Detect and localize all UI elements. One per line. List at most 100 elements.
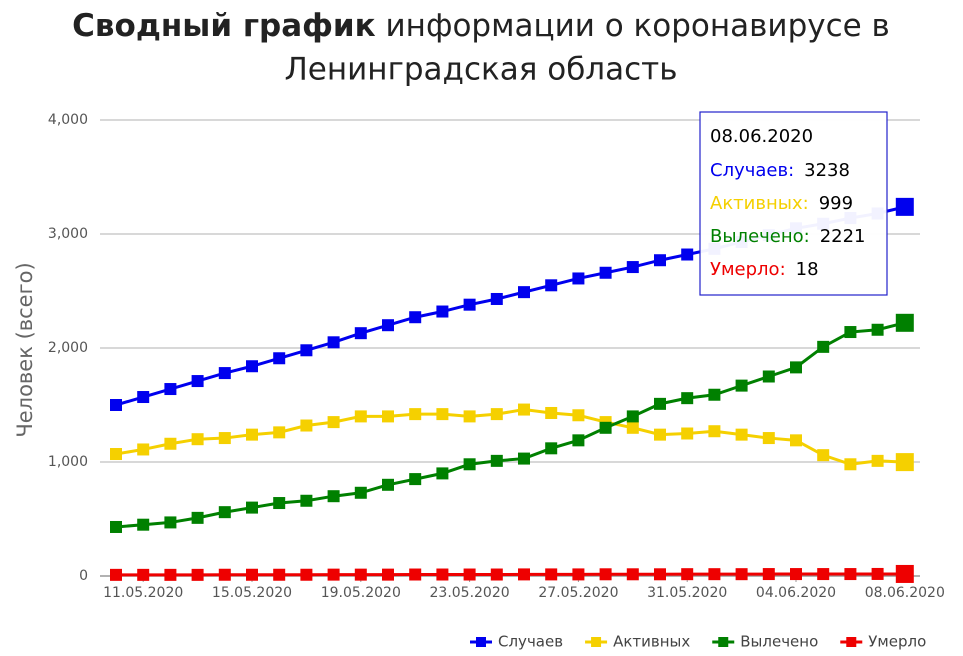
point <box>218 432 231 445</box>
point <box>654 428 666 441</box>
legend-label: Активных <box>613 633 690 651</box>
point <box>382 410 394 423</box>
point <box>871 454 884 467</box>
point <box>790 568 802 581</box>
point <box>409 473 422 486</box>
point <box>518 286 530 299</box>
legend-marker <box>591 637 602 647</box>
legend-marker <box>718 637 729 647</box>
point <box>545 279 558 292</box>
point <box>681 248 694 261</box>
tooltip-label: Случаев: <box>710 160 794 181</box>
chart-title: Сводный график информации о коронавирусе… <box>72 8 890 44</box>
x-tick-label: 15.05.2020 <box>212 585 292 601</box>
point <box>817 568 830 581</box>
title-bold: Сводный график <box>72 8 376 44</box>
point <box>436 408 449 421</box>
y-tick-label: 4,000 <box>48 112 88 128</box>
point <box>681 568 694 581</box>
point <box>300 494 313 507</box>
point <box>273 568 286 581</box>
point <box>626 261 639 274</box>
point <box>327 336 340 349</box>
point <box>626 410 639 423</box>
point <box>273 426 286 439</box>
point <box>463 458 476 471</box>
point <box>844 568 857 581</box>
point <box>572 434 585 447</box>
point <box>518 568 530 581</box>
point <box>300 568 313 581</box>
x-tick-label: 11.05.2020 <box>103 585 183 601</box>
point <box>327 416 340 429</box>
point <box>463 298 476 311</box>
point <box>382 568 394 581</box>
tooltip-value: 18 <box>796 259 819 280</box>
tooltip-label: Умерло: <box>710 259 786 280</box>
point <box>191 375 204 388</box>
point <box>191 433 204 446</box>
x-tick-label: 04.06.2020 <box>756 585 836 601</box>
point <box>354 410 367 423</box>
point <box>490 568 503 581</box>
point <box>110 568 122 581</box>
point <box>844 326 857 339</box>
point <box>463 568 476 581</box>
point <box>137 443 150 456</box>
point <box>327 568 340 581</box>
point <box>246 360 258 373</box>
point <box>762 432 775 445</box>
point <box>409 568 422 581</box>
point <box>654 568 666 581</box>
tooltip-row: Вылечено: 2221 <box>710 226 866 247</box>
y-tick-label: 3,000 <box>48 226 88 242</box>
point <box>599 568 612 581</box>
point <box>490 454 503 467</box>
x-tick-label: 31.05.2020 <box>647 585 727 601</box>
point <box>626 568 639 581</box>
point <box>300 344 313 357</box>
point <box>137 568 150 581</box>
point <box>518 452 530 465</box>
x-tick-label: 23.05.2020 <box>430 585 510 601</box>
point <box>436 305 449 318</box>
point <box>762 370 775 383</box>
tooltip-row: Активных: 999 <box>710 193 853 214</box>
point <box>273 352 286 365</box>
point <box>409 408 422 421</box>
point <box>490 292 503 305</box>
point <box>246 428 258 441</box>
point <box>436 467 449 480</box>
tooltip-value: 999 <box>819 193 853 214</box>
legend-marker <box>476 637 486 647</box>
point <box>463 410 476 423</box>
point <box>708 425 721 438</box>
point <box>137 391 150 404</box>
x-tick-label: 08.06.2020 <box>865 585 945 601</box>
tooltip-row: Случаев: 3238 <box>710 160 850 181</box>
point <box>218 367 231 380</box>
point <box>844 458 857 471</box>
point <box>354 327 367 340</box>
point <box>246 568 258 581</box>
point <box>110 520 122 533</box>
y-tick-label: 1,000 <box>48 454 88 470</box>
point <box>572 272 585 285</box>
point <box>110 399 122 411</box>
point <box>599 421 612 434</box>
point <box>735 379 748 392</box>
y-axis-label: Человек (всего) <box>13 262 37 437</box>
point <box>895 197 914 216</box>
tooltip-box <box>699 111 888 296</box>
point <box>626 421 639 434</box>
tooltip-label: Активных: <box>710 193 809 214</box>
point <box>409 311 422 324</box>
point <box>817 340 830 353</box>
legend-marker <box>846 637 857 647</box>
point <box>572 409 585 422</box>
point <box>191 568 204 581</box>
x-tick-label: 27.05.2020 <box>538 585 618 601</box>
point <box>762 568 775 581</box>
point <box>300 419 313 432</box>
